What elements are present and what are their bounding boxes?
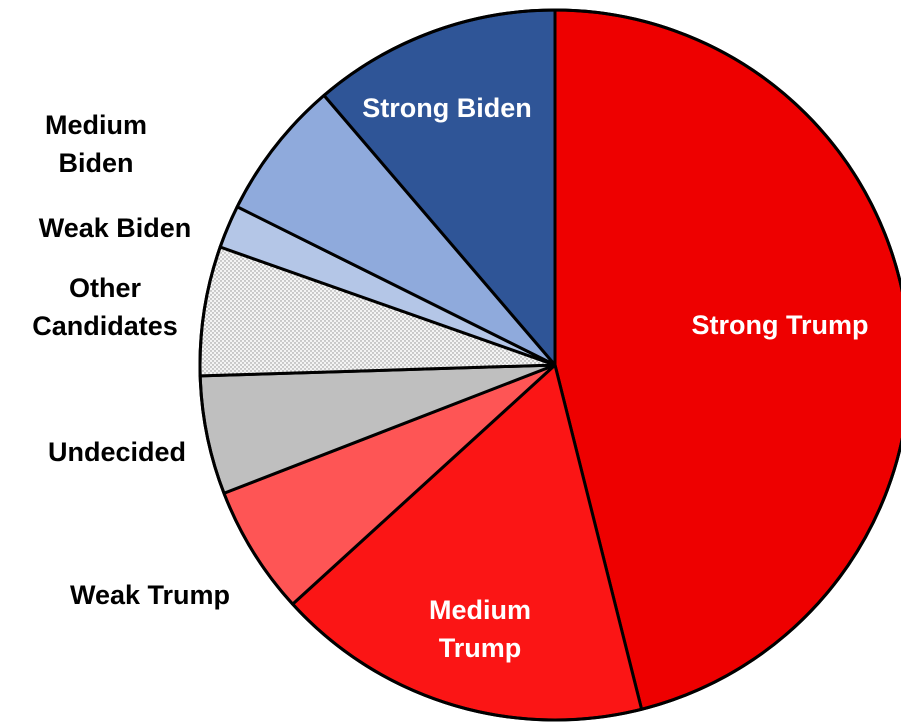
label-undecided: Undecided bbox=[48, 437, 186, 467]
label-strong-biden: Strong Biden bbox=[362, 93, 532, 123]
label-weak-trump: Weak Trump bbox=[70, 580, 230, 610]
label-strong-trump: Strong Trump bbox=[692, 310, 869, 340]
label-other-candidates: Other Candidates bbox=[32, 273, 178, 341]
label-medium-trump: Medium Trump bbox=[429, 595, 531, 663]
pie-labels: Strong Trump Medium Trump Weak Trump Undecid… bbox=[32, 93, 868, 663]
pie-slices bbox=[198, 8, 901, 722]
pie-outline bbox=[198, 8, 901, 722]
label-weak-biden: Weak Biden bbox=[39, 213, 192, 243]
label-medium-biden: Medium Biden bbox=[45, 110, 147, 178]
